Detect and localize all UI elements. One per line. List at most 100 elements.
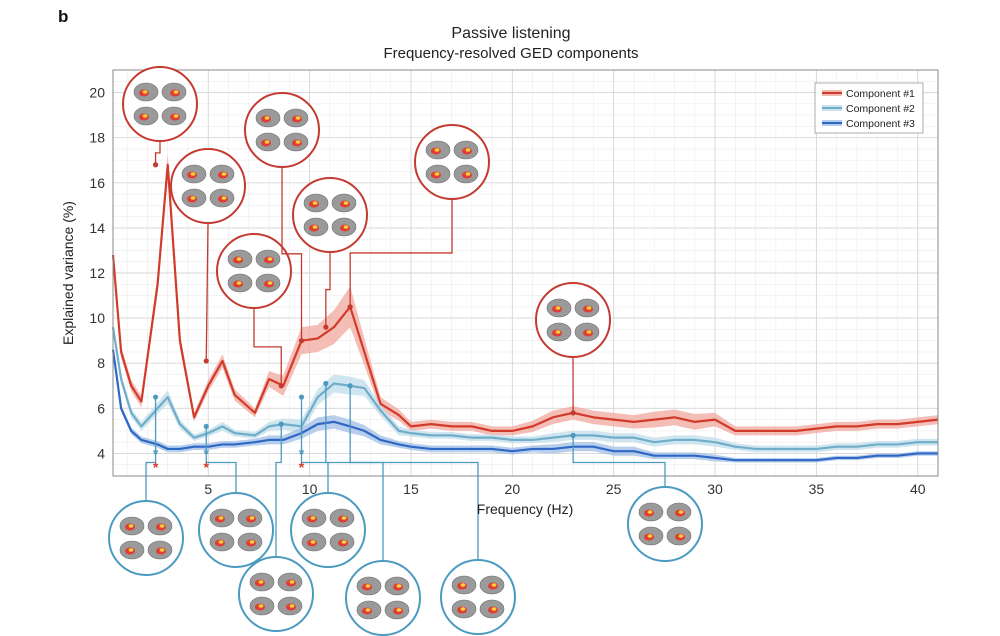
callout-connector [281, 167, 303, 341]
brain-activation-core-icon [264, 140, 270, 144]
confidence-bands [113, 153, 938, 463]
y-axis-label: Explained variance (%) [60, 201, 76, 345]
callout-point [278, 421, 284, 427]
callout-point [203, 358, 209, 364]
significance-star-blue: * [299, 446, 305, 462]
callout-connector [325, 252, 331, 328]
callout-circle [238, 556, 314, 632]
brain-activation-core-icon [310, 540, 316, 544]
callout-point [323, 324, 329, 330]
brain-activation-core-icon [190, 172, 196, 176]
brain-activation-core-icon [128, 524, 134, 528]
callout-blue [108, 394, 184, 576]
callout-point [298, 338, 305, 344]
callout-red [244, 92, 320, 344]
brain-activation-core-icon [267, 257, 273, 261]
legend-label-component-1: Component #1 [846, 88, 915, 100]
callout-point [152, 162, 159, 168]
brain-activation-core-icon [465, 172, 471, 176]
brain-activation-core-icon [289, 580, 295, 584]
callout-circle [122, 66, 198, 142]
brain-activation-core-icon [173, 90, 179, 94]
callout-point [152, 394, 159, 400]
callout-point [278, 383, 284, 389]
x-tick-label: 10 [302, 481, 318, 497]
brain-activation-core-icon [460, 607, 466, 611]
callout-point [298, 394, 305, 400]
brain-activation-core-icon [190, 196, 196, 200]
x-tick-label: 25 [606, 481, 622, 497]
brain-activation-core-icon [341, 540, 347, 544]
brain-activation-core-icon [460, 583, 466, 587]
callout-circle [198, 492, 274, 568]
significance-star-blue: * [204, 446, 210, 462]
series-line-component-3 [111, 349, 938, 462]
callout-point [203, 423, 209, 429]
legend-label-component-3: Component #3 [846, 118, 915, 130]
brain-activation-core-icon [218, 516, 224, 520]
brain-activation-core-icon [289, 604, 295, 608]
brain-activation-core-icon [236, 281, 242, 285]
callout-point [347, 304, 353, 310]
callout-blue [323, 380, 421, 636]
brain-activation-core-icon [341, 516, 347, 520]
callout-blue [570, 432, 703, 562]
brain-activation-core-icon [678, 510, 684, 514]
brain-activation-core-icon [365, 608, 371, 612]
callout-blue [290, 394, 366, 568]
brain-activation-core-icon [142, 114, 148, 118]
significance-star-red: * [204, 459, 210, 475]
brain-activation-core-icon [343, 225, 349, 229]
significance-star-blue: * [153, 446, 159, 462]
series-line-component-1 [111, 163, 939, 432]
callout-connector [300, 397, 329, 493]
brain-activation-core-icon [312, 225, 318, 229]
brain-activation-core-icon [365, 584, 371, 588]
brain-activation-core-icon [236, 257, 242, 261]
brain-activation-core-icon [218, 540, 224, 544]
y-tick-label: 16 [89, 175, 105, 191]
brain-activation-core-icon [264, 116, 270, 120]
brain-activation-core-icon [312, 201, 318, 205]
brain-activation-core-icon [491, 583, 497, 587]
callout-blue [198, 423, 274, 568]
x-tick-label: 35 [809, 481, 825, 497]
brain-activation-core-icon [249, 516, 255, 520]
tick-labels: 5 10 15 20 25 30 35 40 4 6 8 10 12 14 16 18 20 [89, 85, 925, 497]
y-tick-label: 4 [97, 445, 105, 461]
callout-connector [154, 141, 161, 165]
chart-title: Passive listening [451, 25, 570, 42]
callout-red [535, 282, 611, 416]
callouts [108, 66, 703, 636]
brain-activation-core-icon [586, 306, 592, 310]
callout-connector [253, 308, 282, 386]
callout-circle [244, 92, 320, 168]
panel-letter: b [58, 7, 68, 26]
callout-circle [535, 282, 611, 358]
brain-activation-core-icon [249, 540, 255, 544]
x-axis-label: Frequency (Hz) [477, 501, 573, 517]
brain-activation-core-icon [221, 172, 227, 176]
callout-circle [627, 486, 703, 562]
brain-activation-core-icon [465, 148, 471, 152]
significance-star-red: * [299, 459, 305, 475]
brain-activation-core-icon [295, 116, 301, 120]
brain-activation-core-icon [343, 201, 349, 205]
brain-activation-core-icon [295, 140, 301, 144]
callout-circle [345, 560, 421, 636]
brain-activation-core-icon [128, 548, 134, 552]
brain-activation-core-icon [159, 524, 165, 528]
x-tick-label: 40 [910, 481, 926, 497]
brain-activation-core-icon [159, 548, 165, 552]
callout-red [347, 124, 490, 310]
x-tick-label: 30 [707, 481, 723, 497]
y-tick-label: 6 [97, 400, 105, 416]
callout-connector [205, 426, 237, 493]
y-tick-label: 10 [89, 310, 105, 326]
callout-connector [275, 424, 282, 557]
callout-circle [440, 559, 516, 635]
band-component-2 [113, 322, 938, 453]
brain-activation-core-icon [647, 534, 653, 538]
brain-activation-core-icon [586, 330, 592, 334]
